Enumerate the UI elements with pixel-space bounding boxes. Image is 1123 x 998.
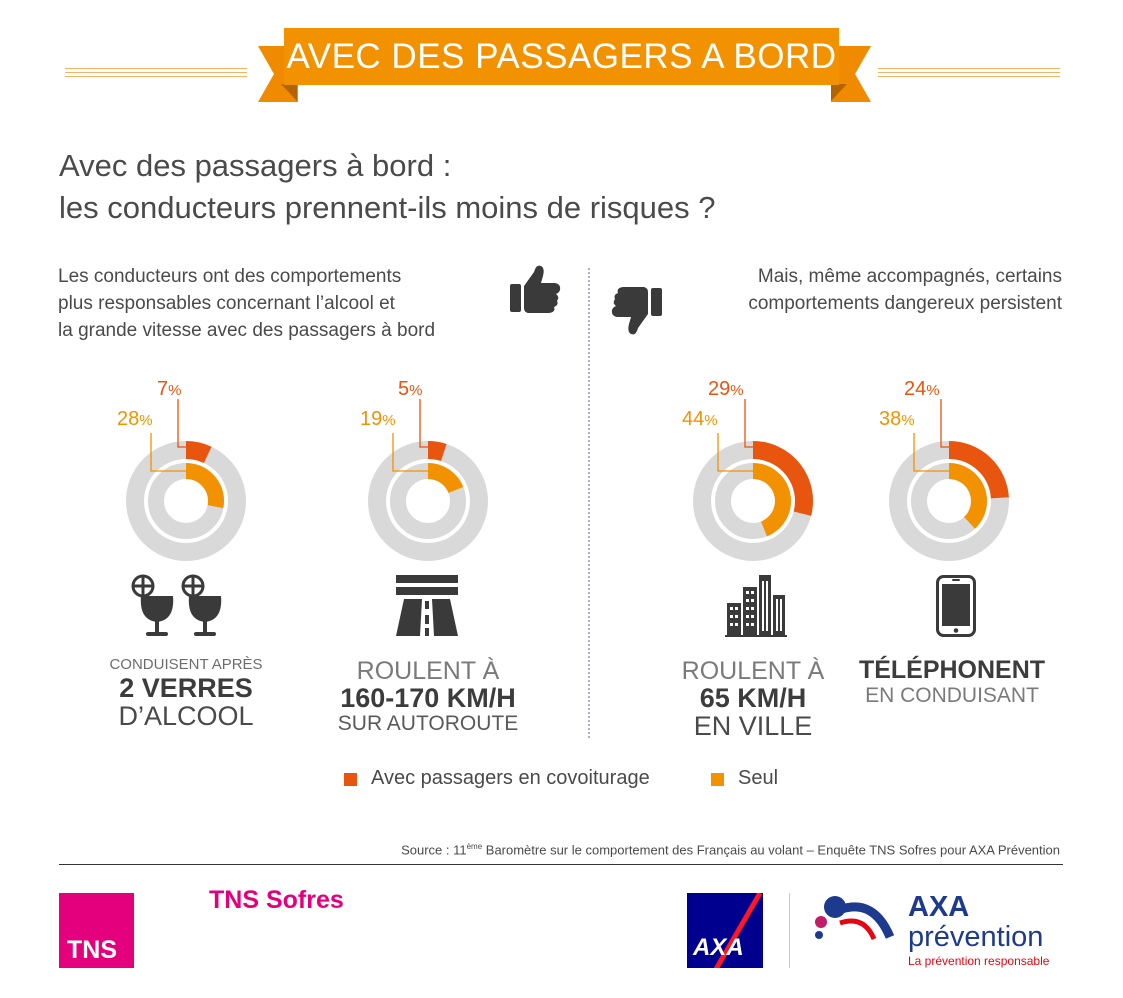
pct-value: 24: [904, 378, 927, 400]
banner-decor-lines-left: [65, 68, 247, 79]
donut-arc-alone: [427, 463, 464, 494]
donut-arc-alone: [185, 463, 224, 509]
pct-label-alone: 28%: [117, 408, 153, 431]
caption-alcohol: CONDUISENT APRÈS 2 VERRES D’ALCOOL: [96, 656, 276, 730]
axa-logo: AXA: [687, 893, 763, 968]
right-intro-line: comportements dangereux persistent: [748, 293, 1062, 314]
pct-symbol: %: [704, 412, 718, 429]
page-title-line-2: les conducteurs prennent-ils moins de ri…: [59, 190, 716, 225]
caption-highway: ROULENT À 160-170 KM/H SUR AUTOROUTE: [318, 658, 538, 736]
axa-logo-text: AXA: [693, 934, 744, 961]
donut-chart-city-speed: [693, 441, 813, 561]
page-title-line-1: Avec des passagers à bord :: [59, 148, 452, 183]
pct-symbol: %: [382, 412, 396, 429]
section-divider: [588, 268, 590, 738]
footer-divider: [59, 864, 1063, 865]
pct-symbol: %: [139, 412, 153, 429]
smartphone-icon: [936, 575, 976, 637]
banner-title: AVEC DES PASSAGERS A BORD: [284, 28, 839, 85]
caption-phone: TÉLÉPHONENT EN CONDUISANT: [852, 656, 1052, 708]
city-buildings-icon: [725, 575, 787, 637]
axa-prevention-subtitle: prévention: [908, 921, 1044, 953]
axa-prevention-logo-mark: [815, 896, 895, 941]
pct-value: 19: [360, 408, 383, 430]
leader-lines-phone: [913, 399, 949, 472]
left-intro-line: Les conducteurs ont des comportements: [58, 266, 402, 287]
caption-line: EN CONDUISANT: [865, 684, 1039, 707]
pct-label-passengers: 5%: [398, 378, 422, 401]
donut-arc-alone: [752, 463, 791, 537]
pct-symbol: %: [730, 382, 744, 399]
right-intro-line: Mais, même accompagnés, certains: [757, 266, 1062, 287]
caption-line: ROULENT À: [356, 657, 500, 685]
thumbs-up-icon: [510, 265, 561, 313]
caption-line: ROULENT À: [681, 657, 825, 685]
caption-line: 2 VERRES: [119, 673, 253, 703]
pct-symbol: %: [926, 382, 940, 399]
legend-label-alone: Seul: [738, 767, 779, 789]
pct-label-passengers: 29%: [708, 378, 744, 401]
logo-separator: [789, 893, 790, 968]
left-intro-line: plus responsables concernant l’alcool et: [58, 293, 395, 314]
legend-swatch-alone: [711, 773, 724, 786]
highway-icon: [396, 575, 458, 636]
pct-symbol: %: [168, 382, 182, 399]
caption-line: 160-170 KM/H: [340, 683, 516, 713]
pct-value: 7: [157, 378, 169, 400]
pct-value: 29: [708, 378, 731, 400]
wine-glasses-icon: [131, 574, 222, 636]
donut-arc-alone: [948, 463, 987, 529]
donut-chart-alcohol: [126, 441, 246, 561]
pct-value: 28: [117, 408, 140, 430]
caption-line: SUR AUTOROUTE: [337, 712, 519, 735]
pct-label-alone: 38%: [879, 408, 915, 431]
caption-line: 65 KM/H: [699, 683, 807, 713]
pct-label-passengers: 7%: [157, 378, 181, 401]
caption-line: EN VILLE: [693, 711, 813, 741]
banner-decor-lines-right: [878, 68, 1060, 79]
left-intro-line: la grande vitesse avec des passagers à b…: [58, 320, 436, 341]
source-rest: Baromètre sur le comportement des França…: [482, 842, 1060, 858]
legend-swatch-passengers: [344, 773, 357, 786]
pct-symbol: %: [409, 382, 423, 399]
leader-lines-city: [717, 399, 753, 472]
tns-sofres-name: TNS Sofres: [209, 886, 344, 914]
caption-line: D’ALCOOL: [118, 701, 254, 731]
donut-arc-passengers: [427, 441, 447, 462]
caption-line: TÉLÉPHONENT: [858, 656, 1046, 684]
leader-lines-highway: [392, 399, 428, 472]
legend-label-passengers: Avec passagers en covoiturage: [371, 767, 650, 789]
caption-city: ROULENT À 65 KM/H EN VILLE: [663, 658, 843, 740]
left-intro-text: Les conducteurs ont des comportements pl…: [58, 263, 435, 344]
donut-arc-passengers: [752, 441, 813, 516]
pct-symbol: %: [901, 412, 915, 429]
source-note: Source : 11ème Baromètre sur le comporte…: [401, 842, 1060, 857]
pct-value: 5: [398, 378, 410, 400]
thumbs-down-icon: [611, 287, 662, 335]
pct-label-alone: 44%: [682, 408, 718, 431]
pct-value: 44: [682, 408, 705, 430]
donut-chart-phone: [889, 441, 1009, 561]
leader-lines-alcohol: [150, 399, 186, 472]
pct-label-alone: 19%: [360, 408, 396, 431]
pct-label-passengers: 24%: [904, 378, 940, 401]
tns-logo: TNS: [59, 893, 134, 968]
donut-arc-passengers: [948, 441, 1009, 499]
donut-arc-passengers: [185, 441, 212, 464]
tns-logo-text: TNS: [67, 936, 117, 964]
pct-value: 38: [879, 408, 902, 430]
right-intro-text: Mais, même accompagnés, certains comport…: [748, 263, 1062, 317]
source-prefix: Source : 11: [401, 842, 467, 858]
axa-prevention-tagline: La prévention responsable: [908, 954, 1050, 968]
source-sup: ème: [466, 842, 483, 851]
axa-prevention-title: AXA: [908, 891, 970, 923]
caption-line: CONDUISENT APRÈS: [109, 656, 263, 673]
